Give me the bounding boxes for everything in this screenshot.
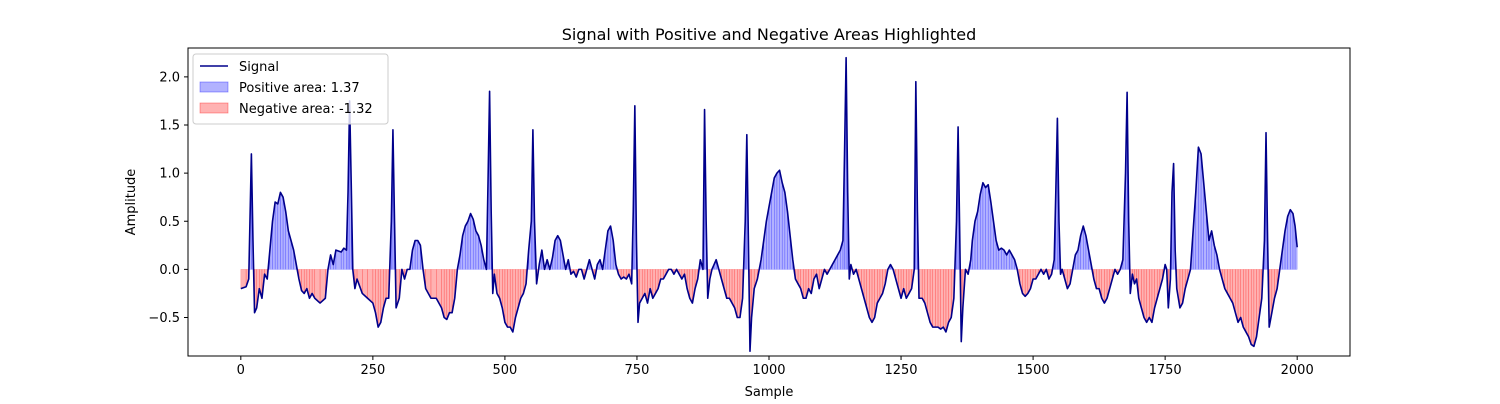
positive-area-fill: [248, 57, 1298, 270]
x-axis-label: Sample: [745, 385, 794, 400]
legend-positive-swatch: [199, 81, 229, 93]
y-tick-label: 1.0: [159, 167, 180, 182]
x-tick-label: 0: [237, 363, 245, 378]
x-tick-label: 2000: [1281, 363, 1314, 378]
legend-box: [192, 53, 389, 125]
legend-negative-swatch: [199, 102, 229, 114]
x-tick-label: 500: [492, 363, 517, 378]
negative-area-fill: [240, 269, 1281, 352]
x-tick-label: 1750: [1149, 363, 1182, 378]
y-tick-label: −0.5: [148, 311, 180, 326]
legend-negative-label: Negative area: -1.32: [239, 102, 373, 117]
signal-line: [240, 56, 1298, 352]
plot-area: [240, 56, 1298, 352]
y-tick-label: 2.0: [159, 70, 180, 85]
legend-positive-label: Positive area: 1.37: [239, 81, 360, 96]
x-tick-label: 1500: [1017, 363, 1050, 378]
x-tick-label: 250: [360, 363, 385, 378]
y-axis: −0.5 0.0 0.5 1.0 1.5 2.0: [148, 70, 188, 326]
x-tick-label: 1250: [884, 363, 917, 378]
x-tick-label: 750: [625, 363, 650, 378]
y-tick-label: 0.0: [159, 263, 180, 278]
y-tick-label: 0.5: [159, 215, 180, 230]
y-tick-label: 1.5: [159, 119, 180, 134]
legend-signal-label: Signal: [239, 60, 279, 75]
x-tick-label: 1000: [752, 363, 785, 378]
legend: Signal Positive area: 1.37 Negative area…: [192, 53, 389, 125]
y-axis-label: Amplitude: [124, 169, 139, 236]
chart-title: Signal with Positive and Negative Areas …: [562, 25, 977, 44]
x-axis: 0 250 500 750 1000 1250 1500 1750 2000: [237, 356, 1314, 378]
